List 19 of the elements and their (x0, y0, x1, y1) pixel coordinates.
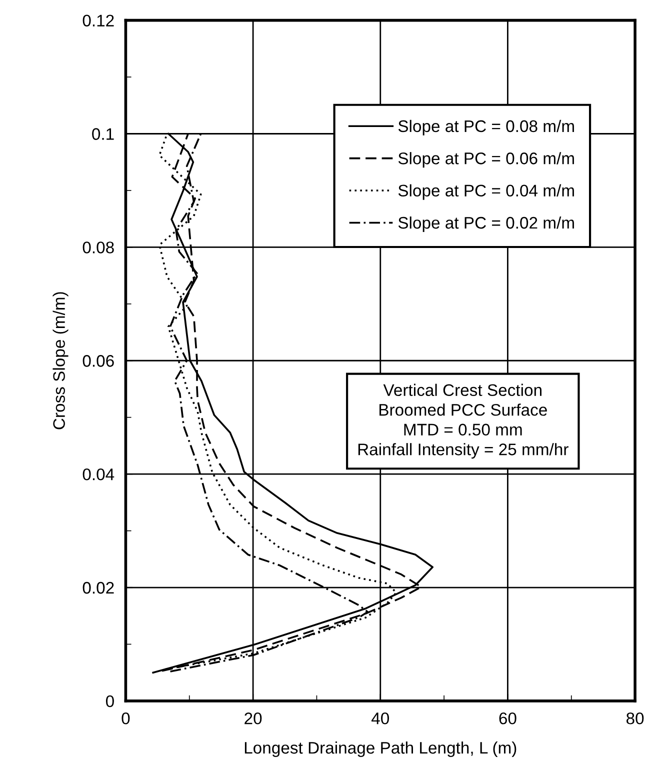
x-tick-label: 60 (499, 712, 516, 724)
y-tick-label: 0.06 (82, 355, 114, 367)
y-axis-title: Cross Slope (m/m) (52, 292, 68, 430)
annotation: Vertical Crest Section Broomed PCC Surface MTD = 0.50 mm Rainfall Intensity = 25 mm/hr (358, 384, 568, 459)
x-tick-label: 80 (626, 712, 644, 724)
y-tick-label: 0.1 (92, 128, 114, 140)
x-axis-title: Longest Drainage Path Length, L (m) (244, 741, 516, 758)
legend-label: Slope at PC = 0.06 m/m (398, 152, 574, 168)
legend-label: Slope at PC = 0.02 m/m (398, 216, 574, 232)
y-tick-label: 0 (106, 695, 114, 708)
x-tick-label: 0 (122, 712, 130, 724)
x-tick-label: 40 (371, 712, 389, 724)
y-tick-label: 0.08 (82, 242, 114, 254)
legend-label: Slope at PC = 0.08 m/m (398, 120, 574, 136)
y-tick-label: 0.04 (82, 468, 114, 480)
x-tick-label: 20 (244, 712, 262, 724)
legend-label: Slope at PC = 0.04 m/m (398, 184, 574, 200)
y-tick-label: 0.02 (82, 582, 114, 594)
y-tick-label: 0.12 (82, 14, 114, 27)
